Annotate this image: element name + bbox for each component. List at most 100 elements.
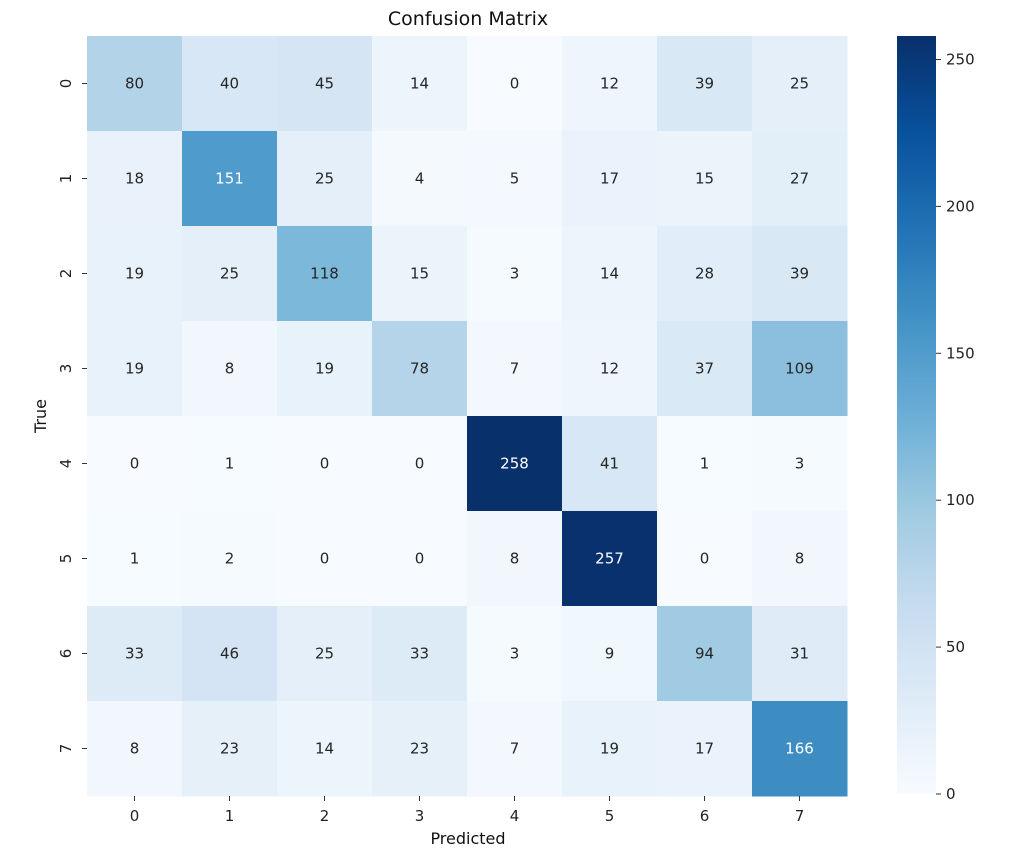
cell-value-label: 28 <box>695 265 714 283</box>
cell-value-label: 25 <box>315 645 334 663</box>
colorbar-tick-label: 100 <box>946 491 975 509</box>
heatmap-cell <box>277 321 373 417</box>
heatmap-cell <box>657 36 753 132</box>
colorbar-tick-label: 0 <box>946 785 956 803</box>
x-axis-label: Predicted <box>430 829 505 848</box>
heatmap-cell <box>182 606 278 702</box>
cell-value-label: 4 <box>415 170 425 188</box>
cell-value-label: 9 <box>605 645 615 663</box>
cell-value-label: 0 <box>415 455 425 473</box>
y-tick-label: 4 <box>57 459 75 469</box>
heatmap-cell <box>562 131 658 227</box>
heatmap-cell <box>182 416 278 512</box>
heatmap-cell <box>372 416 468 512</box>
cell-value-label: 94 <box>695 645 714 663</box>
heatmap-cell <box>657 321 753 417</box>
heatmap-cell <box>562 701 658 797</box>
cell-value-label: 3 <box>510 645 520 663</box>
y-tick-label: 7 <box>57 744 75 754</box>
heatmap-cell <box>562 606 658 702</box>
cell-value-label: 12 <box>600 75 619 93</box>
heatmap-cell <box>87 416 183 512</box>
cell-value-label: 7 <box>510 360 520 378</box>
heatmap-cell <box>562 321 658 417</box>
heatmap-cell <box>752 321 848 417</box>
heatmap-cell <box>182 321 278 417</box>
cell-value-label: 2 <box>225 550 235 568</box>
heatmap-cell <box>277 701 373 797</box>
heatmap-cell <box>752 416 848 512</box>
heatmap-cell <box>657 701 753 797</box>
cell-value-label: 25 <box>790 75 809 93</box>
colorbar-ticks: 0 50 100 150 200 250 <box>936 51 975 803</box>
heatmap-cell <box>87 226 183 322</box>
cell-value-label: 23 <box>220 740 239 758</box>
cell-value-label: 257 <box>595 550 624 568</box>
heatmap-cell <box>182 131 278 227</box>
heatmap-cell <box>467 36 563 132</box>
heatmap-cell <box>657 511 753 607</box>
heatmap-cell <box>87 321 183 417</box>
cell-value-label: 8 <box>510 550 520 568</box>
heatmap-cell <box>277 606 373 702</box>
heatmap-cell <box>562 36 658 132</box>
x-axis-ticks: 0 1 2 3 4 5 6 7 <box>130 796 804 825</box>
heatmap-cell <box>657 416 753 512</box>
y-tick-label: 3 <box>57 364 75 374</box>
heatmap-cell <box>182 226 278 322</box>
cell-value-label: 14 <box>600 265 619 283</box>
heatmap-cell <box>372 701 468 797</box>
heatmap-cell <box>657 131 753 227</box>
heatmap-cell <box>372 36 468 132</box>
heatmap-cell <box>657 226 753 322</box>
cell-value-label: 15 <box>695 170 714 188</box>
y-tick-label: 6 <box>57 649 75 659</box>
heatmap-cell <box>467 606 563 702</box>
cell-value-label: 0 <box>320 455 330 473</box>
cell-value-label: 31 <box>790 645 809 663</box>
cell-value-label: 37 <box>695 360 714 378</box>
heatmap-cell <box>752 226 848 322</box>
cell-value-label: 45 <box>315 75 334 93</box>
heatmap-cell <box>87 131 183 227</box>
cell-value-label: 78 <box>410 360 429 378</box>
x-tick-label: 1 <box>225 807 235 825</box>
cell-value-label: 41 <box>600 455 619 473</box>
heatmap-cell <box>87 511 183 607</box>
heatmap-cell <box>467 701 563 797</box>
cell-value-label: 19 <box>600 740 619 758</box>
cell-value-label: 8 <box>130 740 140 758</box>
heatmap-cell <box>277 131 373 227</box>
cell-value-label: 0 <box>510 75 520 93</box>
heatmap-cell <box>752 131 848 227</box>
chart-title: Confusion Matrix <box>388 8 548 30</box>
heatmap-cell <box>752 701 848 797</box>
cell-value-label: 12 <box>600 360 619 378</box>
cell-value-label: 17 <box>600 170 619 188</box>
heatmap-cell <box>277 416 373 512</box>
cell-value-label: 7 <box>510 740 520 758</box>
heatmap-cell <box>657 606 753 702</box>
x-tick-label: 2 <box>320 807 330 825</box>
heatmap-cell <box>372 321 468 417</box>
y-tick-label: 5 <box>57 554 75 564</box>
cell-value-label: 258 <box>500 455 529 473</box>
colorbar-tick-label: 50 <box>946 638 965 656</box>
cell-value-label: 18 <box>125 170 144 188</box>
x-tick-label: 5 <box>605 807 615 825</box>
cell-value-label: 33 <box>410 645 429 663</box>
cell-value-label: 46 <box>220 645 239 663</box>
heatmap-cell <box>182 36 278 132</box>
y-tick-label: 1 <box>57 174 75 184</box>
heatmap-cell <box>87 606 183 702</box>
cell-value-label: 39 <box>695 75 714 93</box>
cell-value-label: 15 <box>410 265 429 283</box>
cell-value-label: 1 <box>700 455 710 473</box>
cell-value-label: 3 <box>795 455 805 473</box>
heatmap-cell <box>277 36 373 132</box>
cell-value-label: 8 <box>225 360 235 378</box>
cell-value-label: 0 <box>700 550 710 568</box>
heatmap-cell <box>467 511 563 607</box>
